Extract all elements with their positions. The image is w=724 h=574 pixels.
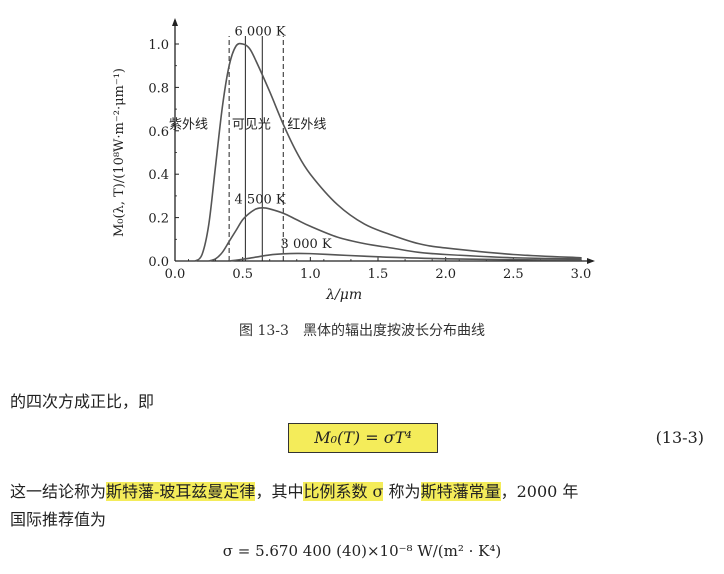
text-line-3-c: 称为 [383, 482, 421, 501]
text-line-3-d: ，2000 年 [500, 482, 579, 501]
x-tick-label: 2.5 [503, 267, 524, 282]
highlight-constant: 斯特藩常量 [420, 482, 501, 501]
text-line-3-a: 这一结论称为 [10, 482, 107, 501]
x-tick-label: 0.5 [232, 267, 253, 282]
series-label: 3 000 K [281, 237, 332, 252]
y-tick-label: 0.4 [148, 168, 169, 183]
figure-caption: 图 13-3 黑体的辐出度按波长分布曲线 [239, 323, 485, 339]
y-tick-label: 1.0 [148, 38, 169, 53]
curve-2 [229, 252, 582, 262]
y-tick-label: 0.8 [148, 81, 169, 96]
x-tick-label: 1.0 [300, 267, 321, 282]
y-axis-arrow [172, 18, 178, 26]
series-label: 4 500 K [235, 192, 286, 207]
x-tick-label: 3.0 [571, 267, 592, 282]
equation-box: M₀(T) = σT⁴ [288, 423, 438, 453]
x-axis-label: λ/μm [325, 287, 362, 303]
blackbody-chart: 0.0 0.5 1.0 1.5 2.0 2.5 3.0 0.0 0.2 0.4 0.6 0.8 1.0 6… [112, 18, 595, 303]
region-label: 可见光 [232, 118, 271, 133]
y-tick-label: 0.0 [148, 255, 169, 270]
curve-0 [194, 42, 582, 262]
equation-number: (13-3) [655, 428, 704, 447]
text-line-1: 的四次方成正比，即 [10, 392, 155, 411]
text-line-4: 国际推荐值为 [10, 510, 107, 529]
x-tick-label: 0.0 [165, 267, 186, 282]
x-tick-label: 2.0 [435, 267, 456, 282]
y-tick-label: 0.2 [148, 212, 169, 227]
y-tick-label: 0.6 [148, 125, 169, 140]
highlight-law: 斯特藩-玻耳兹曼定律 [106, 482, 256, 501]
highlight-coefficient: 比例系数 σ [303, 482, 384, 501]
series-label: 6 000 K [235, 24, 286, 39]
region-label: 紫外线 [169, 118, 208, 133]
text-line-3: 这一结论称为斯特藩-玻耳兹曼定律，其中比例系数 σ 称为斯特藩常量，2000 年 [10, 478, 578, 502]
curve-1 [208, 207, 582, 262]
x-axis-arrow [587, 258, 595, 264]
sigma-value-equation: σ = 5.670 400 (40)×10⁻⁸ W/(m² · K⁴) [222, 542, 502, 560]
region-label: 红外线 [287, 117, 326, 133]
y-axis-label: M₀(λ, T)/(10⁸W·m⁻²·μm⁻¹) [112, 68, 127, 237]
x-tick-label: 1.5 [368, 267, 389, 282]
text-line-3-b: ，其中 [255, 482, 304, 501]
